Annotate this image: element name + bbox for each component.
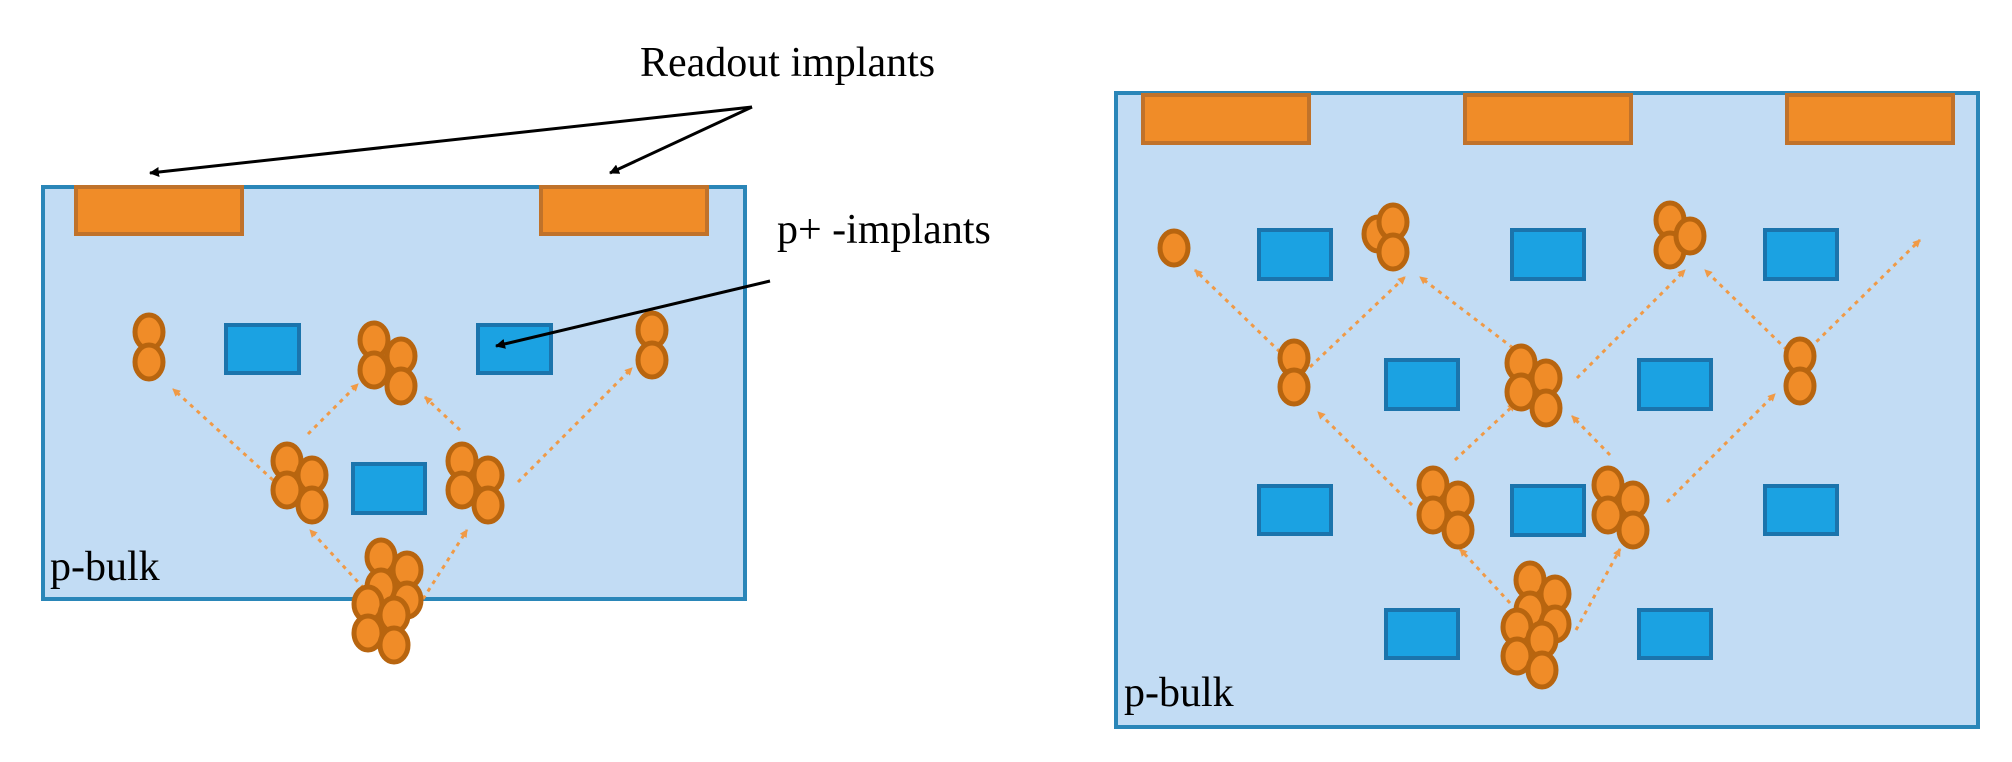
right-p-plus-implant: [1384, 608, 1460, 660]
readout-pointer-arrow-left: [149, 105, 753, 177]
charge-carrier: [132, 342, 166, 382]
right-sensor: p-bulk: [1114, 91, 1980, 729]
charge-carrier: [1529, 388, 1563, 428]
left-p-bulk-label: p-bulk: [50, 544, 160, 590]
left-p-plus-implant-3: [351, 462, 427, 515]
charge-carrier: [357, 350, 391, 390]
drift-arrow: [308, 528, 372, 597]
charge-carrier: [445, 470, 479, 510]
right-p-plus-implant: [1763, 484, 1839, 536]
left-readout-implant-2: [539, 185, 709, 236]
charge-carrier: [635, 340, 669, 380]
charge-carrier: [1783, 366, 1817, 406]
right-p-plus-implant: [1510, 228, 1586, 281]
right-p-plus-implant: [1384, 358, 1460, 411]
charge-carrier: [1591, 495, 1625, 535]
drift-arrow: [1316, 410, 1414, 507]
left-p-plus-implant-2: [476, 323, 553, 375]
drift-arrow: [1193, 268, 1282, 354]
charge-carrier: [1157, 228, 1191, 268]
drift-arrow: [1458, 547, 1512, 605]
right-p-plus-implant: [1257, 228, 1333, 281]
charge-carrier: [384, 366, 418, 406]
charge-carrier: [1416, 495, 1450, 535]
left-drift-paths: [171, 366, 634, 600]
right-p-plus-implant: [1257, 484, 1333, 536]
left-charge-clusters: [132, 310, 669, 665]
charge-carrier: [1525, 650, 1559, 690]
right-readout-implant-2: [1463, 93, 1633, 145]
right-p-plus-implant: [1637, 358, 1713, 411]
drift-arrow: [1665, 392, 1777, 504]
readout-implants-label: Readout implants: [640, 40, 935, 86]
right-drift-paths: [1193, 238, 1922, 631]
charge-carrier: [1277, 367, 1311, 407]
charge-carrier: [1376, 232, 1410, 272]
drift-arrow: [1570, 414, 1612, 457]
charge-carrier: [377, 625, 411, 665]
right-charge-clusters: [1157, 200, 1817, 690]
p-plus-pointer-arrow: [495, 279, 771, 349]
readout-pointer-arrow-right: [609, 105, 753, 175]
right-readout-implant-3: [1785, 93, 1955, 145]
drift-arrow: [1575, 268, 1687, 380]
charge-carrier: [295, 485, 329, 525]
annotations: Readout implants p+ -implants: [149, 40, 991, 349]
right-p-bulk-label: p-bulk: [1124, 670, 1234, 716]
right-p-plus-implant: [1763, 228, 1839, 281]
drift-arrow: [1574, 548, 1622, 631]
drift-arrow: [1419, 275, 1514, 350]
drift-arrow: [1703, 268, 1789, 352]
left-sensor: p-bulk: [41, 185, 747, 665]
left-p-plus-implant-1: [224, 323, 301, 375]
drift-arrow: [306, 382, 360, 436]
p-plus-implants-label: p+ -implants: [777, 207, 991, 253]
drift-arrow: [1308, 275, 1407, 369]
drift-arrow: [1808, 238, 1922, 350]
charge-carrier: [1616, 510, 1650, 550]
charge-carrier: [1441, 510, 1475, 550]
charge-carrier: [270, 470, 304, 510]
right-p-plus-implant: [1637, 608, 1713, 660]
right-p-plus-implant: [1510, 484, 1586, 537]
charge-carrier: [471, 485, 505, 525]
right-readout-implant-1: [1141, 93, 1311, 145]
left-readout-implant-1: [74, 185, 244, 236]
charge-carrier: [1673, 216, 1707, 256]
